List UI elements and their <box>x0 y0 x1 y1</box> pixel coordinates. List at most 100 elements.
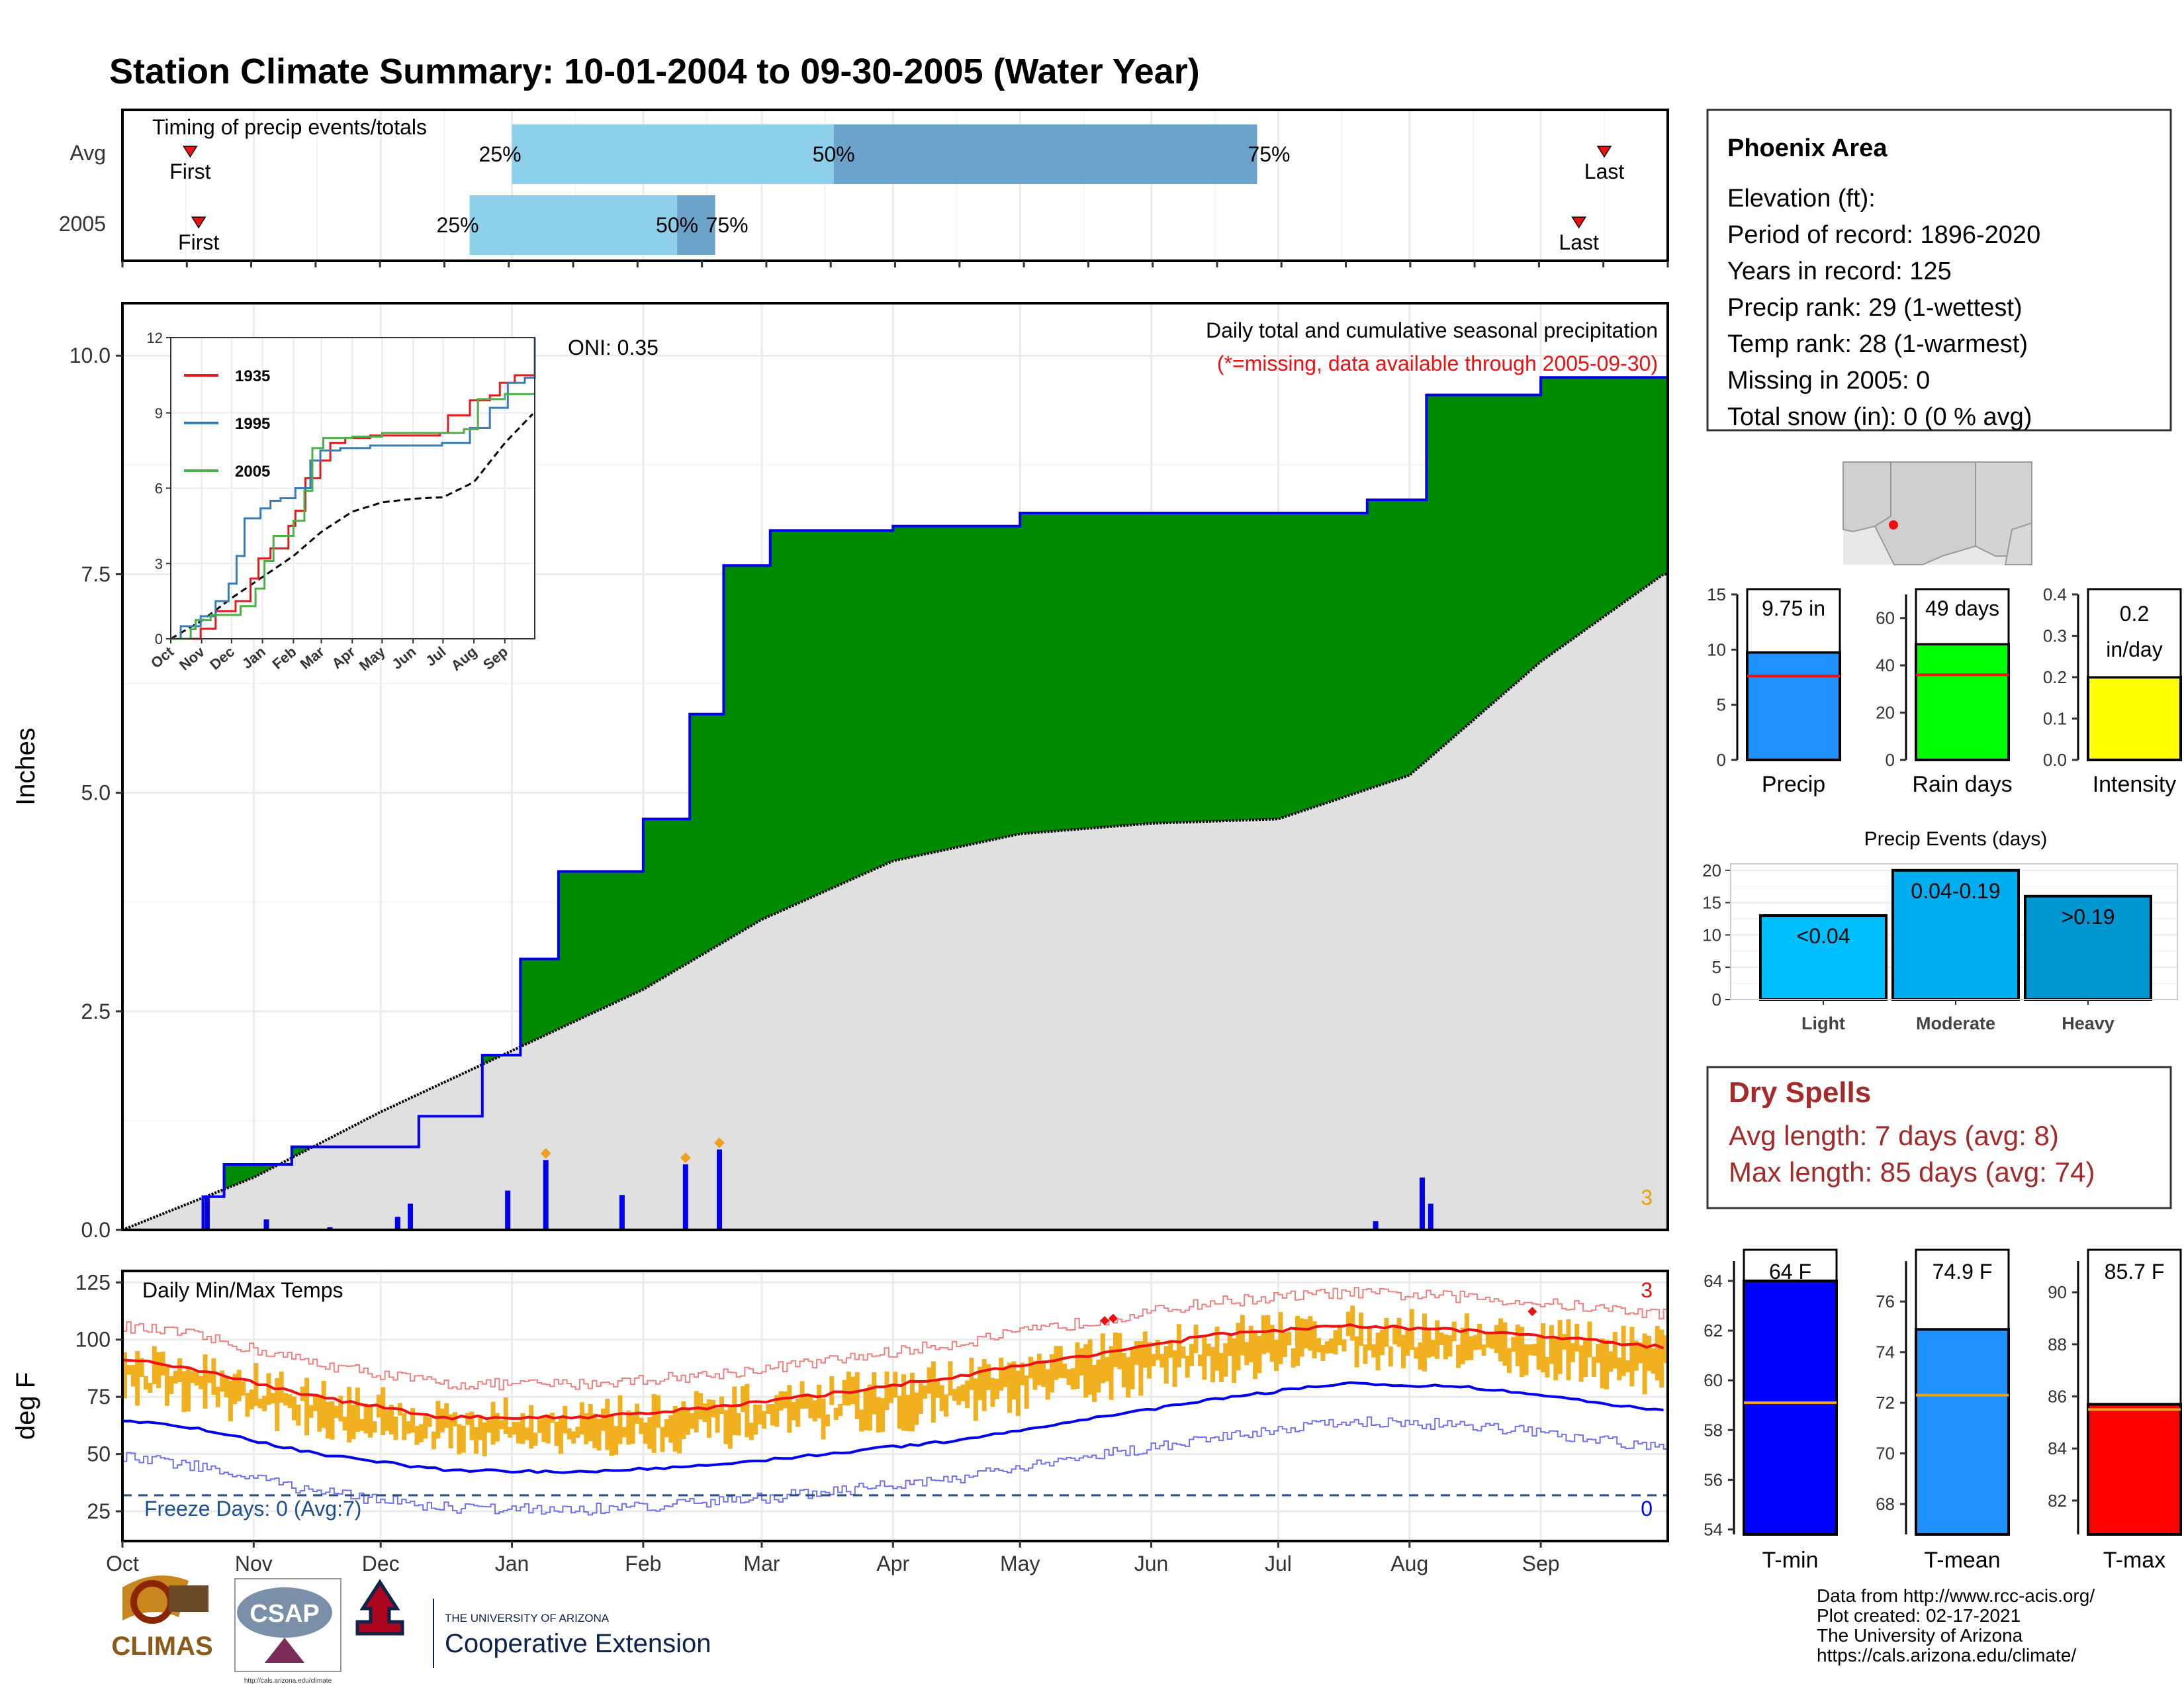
daily-temp-range-bar <box>220 1370 225 1392</box>
daily-temp-range-bar <box>1130 1347 1135 1389</box>
daily-temp-range-bar <box>1214 1327 1220 1371</box>
quartile-bar-25-50 <box>469 195 678 255</box>
events-frame <box>1730 863 2178 1000</box>
tbar-tick-label: 70 <box>1876 1444 1895 1464</box>
info-line: Period of record: 1896-2020 <box>1727 221 2040 249</box>
daily-temp-range-bar <box>914 1392 919 1425</box>
daily-temp-range-bar <box>1147 1342 1152 1379</box>
daily-temp-range-bar <box>1443 1334 1448 1360</box>
daily-temp-range-bar <box>1185 1355 1190 1378</box>
daily-temp-range-bar <box>1079 1348 1084 1376</box>
daily-temp-range-bar <box>414 1426 420 1445</box>
record-high-marker <box>1527 1307 1537 1317</box>
event-category-label: Moderate <box>1916 1013 1995 1033</box>
daily-temp-range-bar <box>880 1398 886 1432</box>
quartile-bar-25-50 <box>512 124 834 184</box>
small-bar-tick-label: 0.2 <box>2043 667 2067 687</box>
precip-ylabel: Inches <box>11 727 40 806</box>
inset-line-1995 <box>171 338 536 640</box>
daily-temp-range-bar <box>326 1401 331 1438</box>
daily-temp-range-bar <box>727 1405 733 1449</box>
daily-temp-range-bar <box>1011 1361 1017 1400</box>
daily-temp-range-bar <box>275 1378 280 1431</box>
daily-temp-range-bar <box>173 1370 178 1384</box>
events-ytick-label: 10 <box>1702 925 1721 945</box>
daily-temp-range-bar <box>465 1413 471 1425</box>
daily-temp-range-bar <box>330 1401 335 1440</box>
daily-temp-range-bar <box>1218 1352 1224 1383</box>
temperature-bar-charts: 54 56 58 60 62 64 64 F T-min 68 70 72 74 76 74.9 F T-m… <box>1704 1248 2182 1573</box>
climas-logo: CLIMAS <box>111 1575 213 1661</box>
daily-temp-range-bar <box>524 1427 529 1440</box>
daily-precip-bar <box>1428 1203 1433 1230</box>
daily-temp-range-bar <box>1426 1329 1432 1358</box>
daily-temp-range-bar <box>194 1372 199 1385</box>
tbar-tick-label: 68 <box>1876 1494 1895 1514</box>
last-event-label: Last <box>1559 230 1599 254</box>
daily-temp-range-bar <box>838 1403 843 1417</box>
daily-temp-range-bar <box>1659 1329 1664 1388</box>
tbar-tick-label: 84 <box>2048 1438 2067 1458</box>
daily-temp-range-bar <box>1494 1325 1499 1354</box>
daily-temp-range-bar <box>1269 1325 1275 1362</box>
daily-temp-range-bar <box>1642 1333 1647 1395</box>
daily-temp-range-bar <box>266 1373 271 1405</box>
timing-panel: 25% 50% 75% First Last 25% 50% 75% First Last Tim… <box>59 109 1669 267</box>
daily-temp-range-bar <box>931 1361 936 1423</box>
daily-temp-range-bar <box>444 1403 449 1428</box>
average-precip-line <box>122 573 1668 1231</box>
inset-line-2005 <box>171 393 535 640</box>
daily-temp-range-bar <box>1502 1322 1508 1366</box>
daily-temp-range-bar <box>304 1378 310 1436</box>
daily-temp-range-bar <box>854 1372 860 1420</box>
daily-temp-range-bar <box>1655 1325 1660 1381</box>
daily-temp-range-bar <box>1172 1350 1177 1387</box>
daily-temp-range-bar <box>1197 1354 1203 1367</box>
csap-logo-text: CSAP <box>250 1600 320 1628</box>
daily-temp-range-bar <box>1379 1329 1385 1356</box>
month-tick-label: Nov <box>235 1552 273 1575</box>
daily-temp-range-bar <box>385 1410 390 1431</box>
credit-line: Plot created: 02-17-2021 <box>1817 1605 2021 1626</box>
daily-temp-range-bar <box>1070 1368 1075 1389</box>
daily-temp-range-bar <box>139 1358 144 1378</box>
tbar-tick-label: 56 <box>1704 1470 1723 1489</box>
daily-temp-range-bar <box>185 1368 191 1412</box>
daily-temp-range-bar <box>978 1366 983 1401</box>
daily-temp-range-bar <box>516 1421 521 1444</box>
first-event-label: First <box>178 230 219 254</box>
dry-spells-avg: Avg length: 7 days (avg: 8) <box>1729 1120 2059 1151</box>
daily-temp-range-bar <box>872 1372 877 1415</box>
daily-temp-range-bar <box>888 1384 893 1403</box>
daily-temp-range-bar <box>1324 1341 1330 1354</box>
quartile-50-label: 50% <box>656 213 698 237</box>
daily-temp-range-bar <box>939 1385 944 1411</box>
daily-temp-range-bar <box>1460 1327 1465 1364</box>
daily-temp-range-bar <box>1600 1338 1605 1389</box>
daily-temp-range-bar <box>1651 1348 1656 1374</box>
daily-temp-range-bar <box>588 1403 593 1442</box>
daily-temp-range-bar <box>203 1354 208 1409</box>
intensity-label-box <box>2087 588 2182 679</box>
daily-temp-range-bar <box>241 1381 246 1396</box>
last-event-marker <box>1596 146 1612 158</box>
events-title: Precip Events (days) <box>1864 828 2048 850</box>
daily-temp-range-bar <box>1633 1340 1639 1371</box>
daily-temp-range-bar <box>833 1407 839 1420</box>
daily-temp-range-bar <box>808 1395 813 1419</box>
precip-ytick-label: 5.0 <box>81 781 111 805</box>
small-bar-tick-label: 60 <box>1876 608 1895 628</box>
daily-temp-range-bar <box>1515 1324 1520 1367</box>
daily-temp-range-bar <box>1329 1338 1334 1354</box>
temp-ytick-label: 50 <box>87 1442 111 1466</box>
tbar-tick-label: 74 <box>1876 1342 1895 1362</box>
small-bar-tick-label: 0.0 <box>2043 750 2067 770</box>
precip-ytick-label: 7.5 <box>81 562 111 586</box>
record-max-line <box>122 1287 1668 1391</box>
daily-temp-range-bar <box>1240 1315 1245 1356</box>
daily-temp-range-bar <box>1181 1346 1186 1358</box>
daily-temp-range-bar <box>1045 1369 1050 1400</box>
precip-value-label: 9.75 in <box>1762 596 1825 620</box>
small-bar-tick-label: 0.1 <box>2043 709 2067 729</box>
daily-temp-range-bar <box>994 1378 999 1399</box>
